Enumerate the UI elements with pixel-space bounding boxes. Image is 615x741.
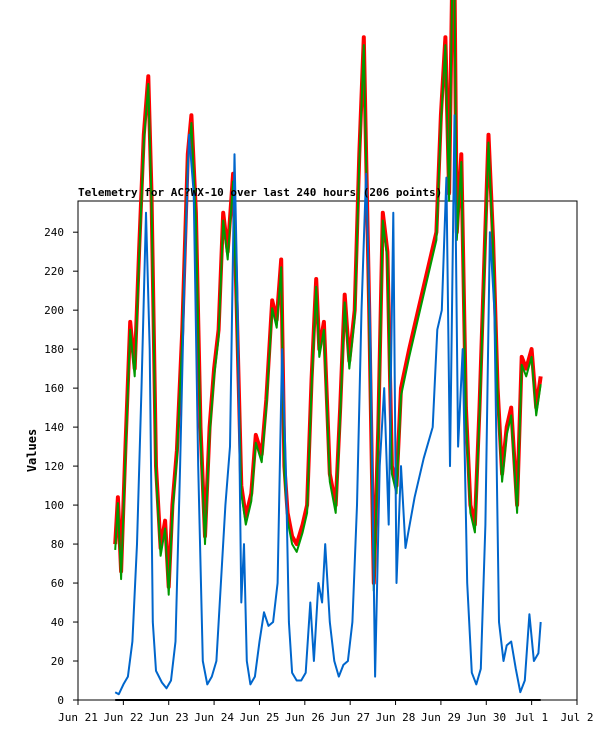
series-line-2 [114, 0, 542, 596]
y-tick-label: 200 [44, 304, 64, 317]
x-tick-label: Jun 29 [421, 711, 461, 724]
y-tick-label: 140 [44, 421, 64, 434]
series-layer [113, 0, 543, 701]
x-tick-label: Jul 2 [560, 711, 593, 724]
chart-title: Telemetry for AC?WX-10 over last 240 hou… [78, 186, 442, 199]
y-tick-label: 120 [44, 460, 64, 473]
y-tick-label: 60 [51, 577, 64, 590]
y-tick-label: 40 [51, 616, 64, 629]
y-tick-label: 0 [57, 694, 64, 707]
series-line-3 [114, 114, 542, 696]
y-tick-label: 160 [44, 382, 64, 395]
x-tick-label: Jun 21 [58, 711, 98, 724]
y-tick-label: 100 [44, 499, 64, 512]
x-tick-label: Jun 23 [149, 711, 189, 724]
y-axis-title: Values [25, 429, 39, 472]
x-tick-label: Jun 24 [194, 711, 234, 724]
x-tick-label: Jun 30 [466, 711, 506, 724]
y-axis: 0 20 40 60 80 100 120 140 160 180 200 220 240 [44, 226, 78, 707]
y-tick-label: 240 [44, 226, 64, 239]
x-tick-label: Jul 1 [515, 711, 548, 724]
y-tick-label: 180 [44, 343, 64, 356]
x-tick-label: Jun 25 [240, 711, 280, 724]
y-tick-label: 80 [51, 538, 64, 551]
x-tick-label: Jun 22 [103, 711, 143, 724]
x-axis: Jun 21 Jun 22 Jun 23 Jun 24 Jun 25 Jun 26 Jun … [58, 700, 594, 724]
y-tick-label: 20 [51, 655, 64, 668]
y-tick-label: 220 [44, 265, 64, 278]
x-tick-label: Jun 27 [330, 711, 370, 724]
x-tick-label: Jun 28 [376, 711, 416, 724]
x-tick-label: Jun 26 [285, 711, 325, 724]
